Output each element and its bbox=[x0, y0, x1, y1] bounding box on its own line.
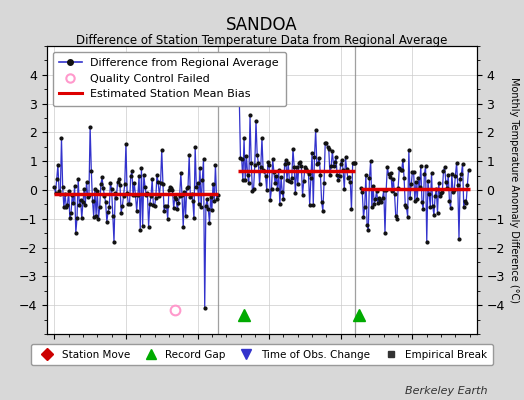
Legend: Difference from Regional Average, Quality Control Failed, Estimated Station Mean: Difference from Regional Average, Qualit… bbox=[53, 52, 286, 106]
Text: Difference of Station Temperature Data from Regional Average: Difference of Station Temperature Data f… bbox=[77, 34, 447, 47]
Y-axis label: Monthly Temperature Anomaly Difference (°C): Monthly Temperature Anomaly Difference (… bbox=[509, 77, 519, 303]
Legend: Station Move, Record Gap, Time of Obs. Change, Empirical Break: Station Move, Record Gap, Time of Obs. C… bbox=[31, 344, 493, 365]
Text: Berkeley Earth: Berkeley Earth bbox=[405, 386, 487, 396]
Text: SANDOA: SANDOA bbox=[226, 16, 298, 34]
